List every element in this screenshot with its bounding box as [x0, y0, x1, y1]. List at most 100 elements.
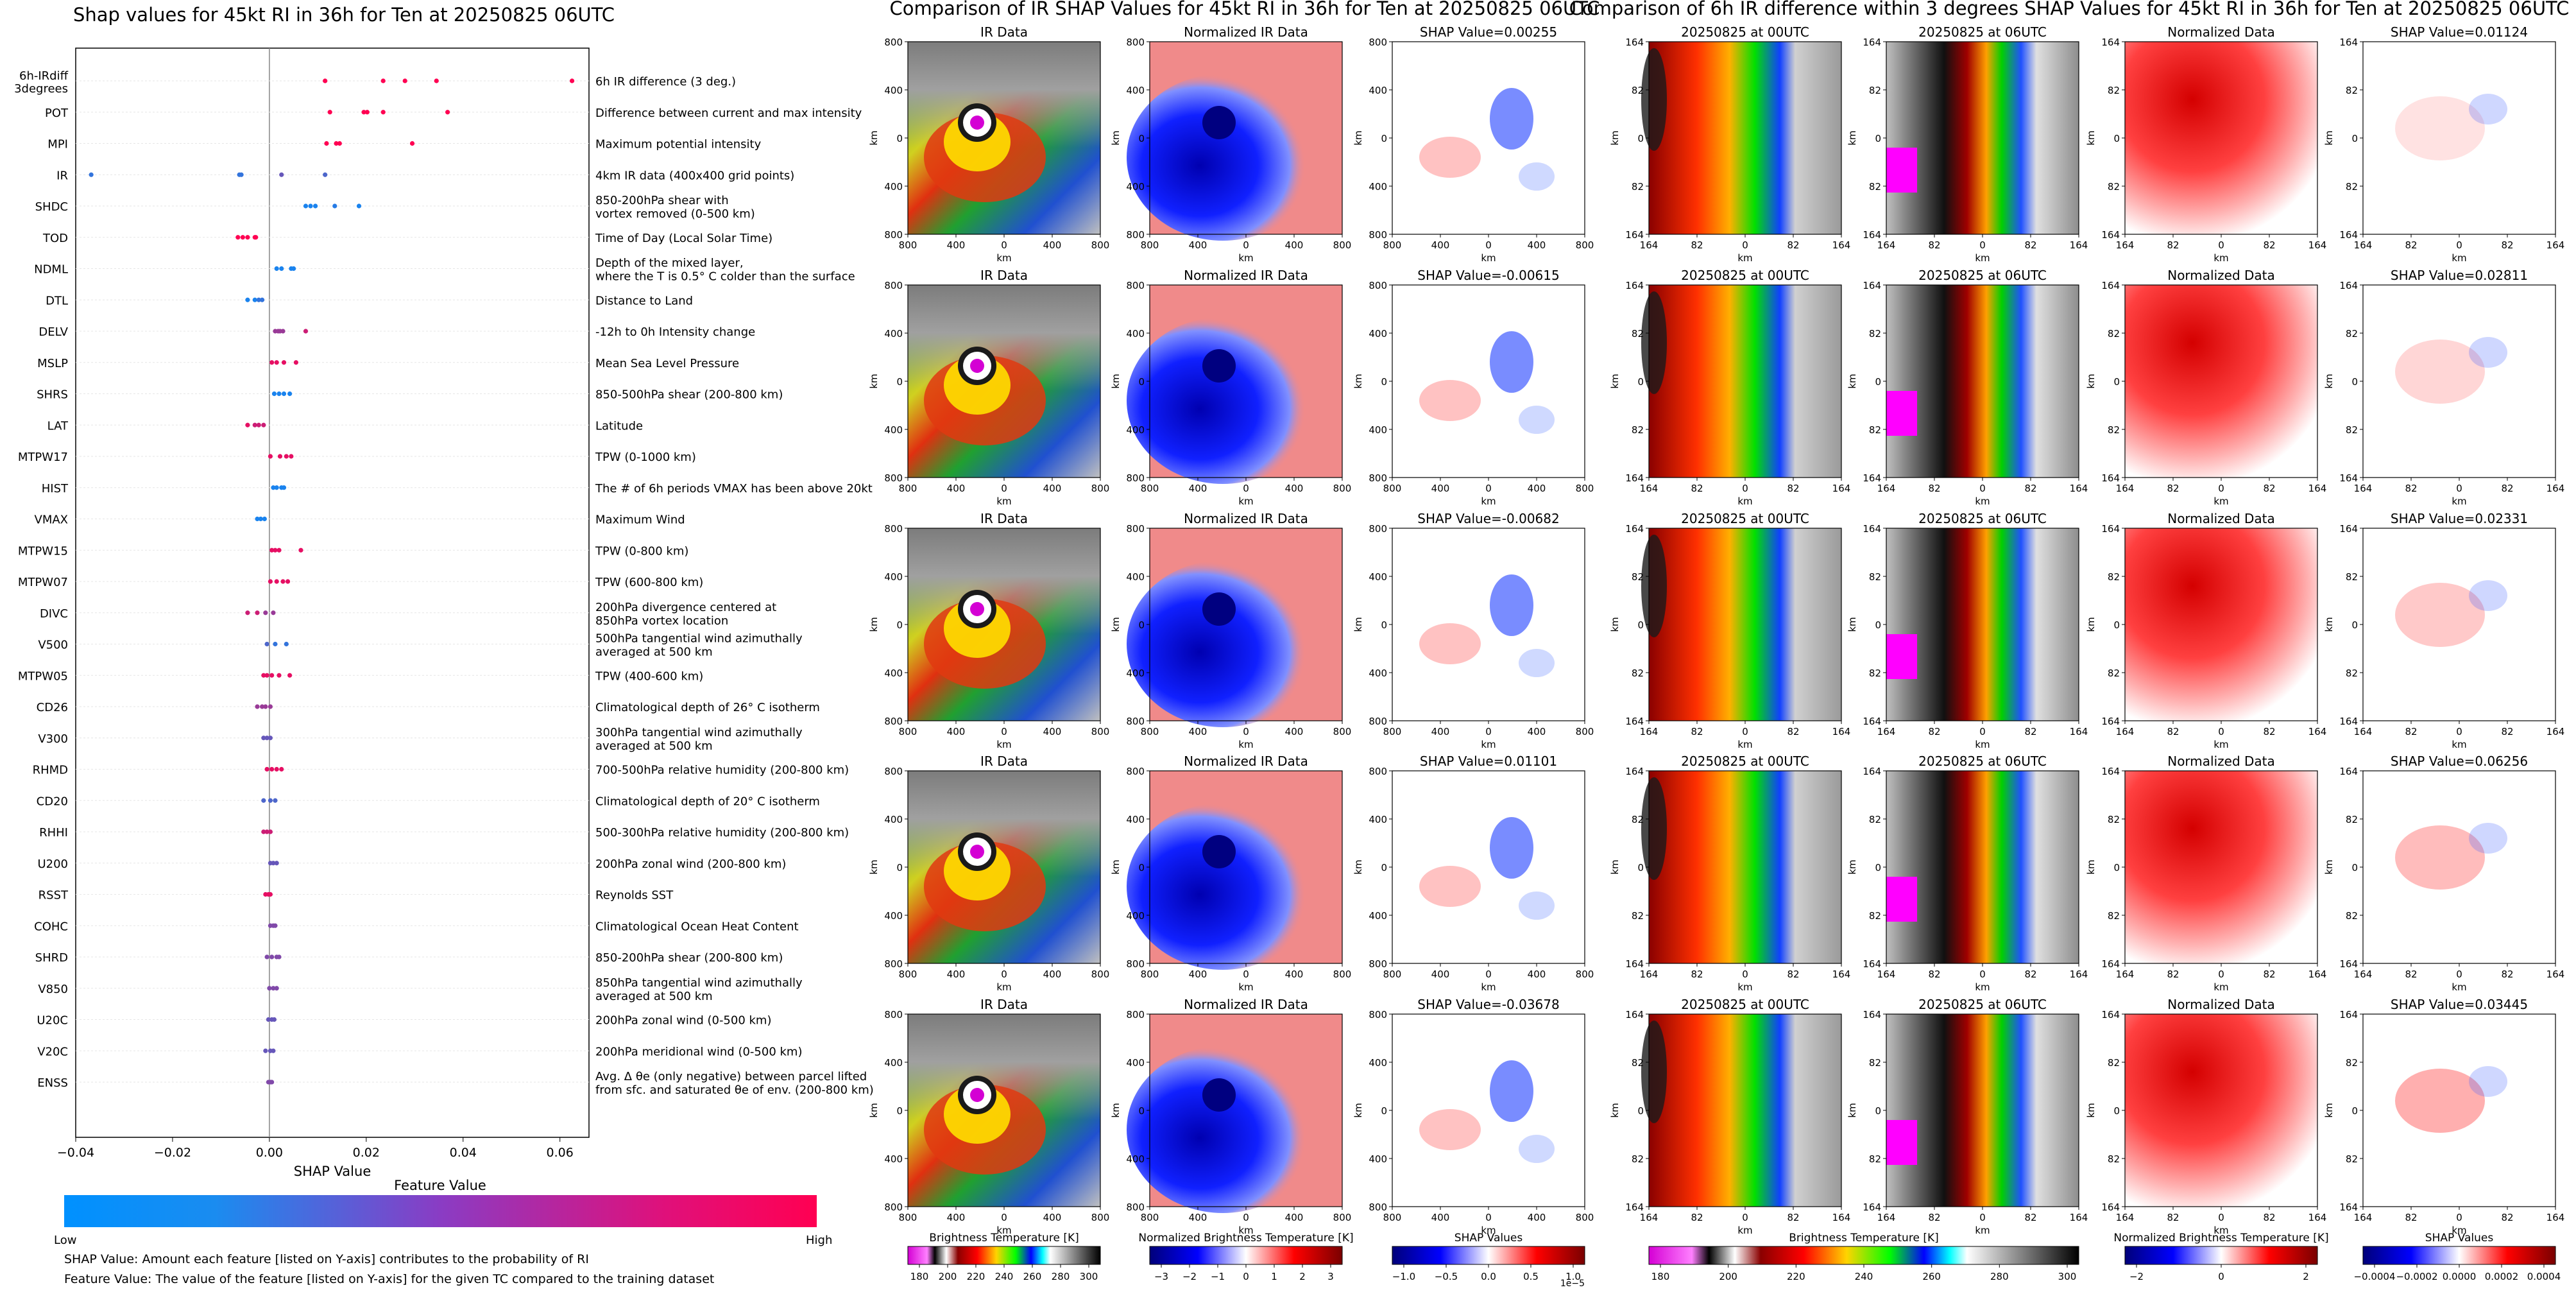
feature-label: 6h-IRdiff [19, 69, 69, 83]
ir-section-title: Comparison of IR SHAP Values for 45kt RI… [889, 0, 1599, 19]
shap-point [268, 454, 273, 459]
y-tick-label: 0 [1381, 133, 1387, 144]
y-tick-label: 0 [1875, 862, 1881, 874]
ir-06utc-image [1886, 285, 2079, 478]
shap-point [281, 360, 287, 365]
y-tick-label: 400 [884, 85, 903, 96]
y-axis-label: km [2323, 130, 2335, 145]
y-tick-label: 164 [1863, 280, 1881, 291]
diff-shap-pos [2395, 96, 2485, 160]
cbar-tick-label: −3 [1154, 1271, 1168, 1282]
shap-value-title: SHAP Value=0.02811 [2391, 268, 2528, 283]
shap-point [274, 986, 279, 991]
x-tick-label: 82 [1691, 483, 1703, 494]
shap-point [271, 861, 276, 866]
x-axis-label: km [2213, 495, 2228, 507]
shap-point [274, 360, 279, 365]
y-tick-label: 164 [1863, 37, 1881, 48]
shap-point [291, 266, 296, 271]
feature-description: 200hPa meridional wind (0-500 km) [595, 1045, 802, 1058]
y-tick-label: 82 [2346, 814, 2358, 825]
x-tick-label: 0 [1001, 969, 1007, 980]
shap-point [281, 391, 287, 397]
shap-point [261, 798, 266, 803]
y-axis-label: km [2085, 130, 2097, 145]
feature-label: NDML [34, 263, 68, 277]
x-tick-label: 0 [2218, 483, 2224, 494]
y-axis-label: km [2085, 859, 2097, 874]
feature-description: Latitude [595, 419, 643, 433]
x-tick-label: 164 [2308, 1212, 2327, 1223]
normalized-temp-colorbar-label: Normalized Brightness Temperature [K] [1138, 1232, 1353, 1245]
feature-description: TPW (600-800 km) [595, 576, 703, 589]
x-axis-label: km [1481, 981, 1496, 993]
shap-neg-blob [1519, 649, 1555, 677]
cbar-tick-label: 0 [1243, 1271, 1249, 1282]
y-tick-label: 400 [884, 1153, 903, 1165]
cbar-tick-label: 220 [1787, 1271, 1805, 1282]
x-tick-label: 82 [2263, 239, 2275, 251]
feature-description: 300hPa tangential wind azimuthally [595, 726, 803, 739]
y-tick-label: 164 [2339, 37, 2358, 48]
shap-neg-blob [1490, 331, 1533, 393]
y-axis-label: km [868, 374, 880, 388]
cbar-tick-label: 260 [1922, 1271, 1941, 1282]
x-tick-label: 0.00 [256, 1146, 283, 1160]
y-tick-label: 800 [1369, 229, 1387, 241]
shap-point [253, 235, 259, 240]
shap-point [271, 1048, 276, 1053]
x-tick-label: 82 [1928, 969, 1940, 980]
y-axis-label: km [1352, 1103, 1364, 1117]
y-axis-label: km [868, 617, 880, 632]
note-shap-value: SHAP Value: Amount each feature [listed … [64, 1252, 589, 1266]
y-tick-label: 164 [2339, 1202, 2358, 1213]
y-tick-label: 82 [1869, 1057, 1881, 1069]
y-tick-label: 164 [2339, 766, 2358, 777]
panel-title: 20250825 at 06UTC [1918, 997, 2047, 1012]
x-tick-label: 400 [947, 726, 966, 737]
y-tick-label: 82 [2108, 328, 2120, 340]
x-tick-label: 164 [2116, 726, 2135, 737]
x-tick-label: 82 [1928, 1212, 1940, 1223]
x-tick-label: 164 [1877, 969, 1896, 980]
feature-label: MTPW05 [18, 669, 68, 683]
y-tick-label: 400 [1126, 85, 1145, 96]
y-tick-label: 164 [2339, 523, 2358, 535]
y-tick-label: 0 [1381, 376, 1387, 388]
x-tick-label: 0 [2456, 1212, 2462, 1223]
ir-00utc-image [1649, 528, 1841, 721]
x-tick-label: 800 [1141, 483, 1159, 494]
x-tick-label: 164 [2546, 1212, 2565, 1223]
x-tick-label: 0 [1979, 483, 1986, 494]
x-tick-label: 800 [1091, 483, 1110, 494]
x-tick-label: 800 [1383, 1212, 1402, 1223]
y-tick-label: 800 [1126, 716, 1145, 727]
x-axis-label: km [996, 981, 1011, 993]
x-axis-label: km [1975, 1225, 1990, 1236]
x-tick-label: 82 [1928, 483, 1940, 494]
shap-point [245, 297, 250, 302]
shap-point [298, 547, 303, 553]
y-tick-label: 0 [1637, 133, 1644, 144]
x-tick-label: 0 [1485, 483, 1492, 494]
feature-label: 3degrees [14, 82, 68, 96]
x-tick-label: 164 [2546, 726, 2565, 737]
diff-shap-neg [2469, 823, 2507, 854]
x-tick-label: 400 [1285, 969, 1304, 980]
shap-map [1392, 285, 1585, 478]
x-tick-label: 400 [1189, 969, 1207, 980]
y-axis-label: km [2323, 617, 2335, 632]
y-tick-label: 400 [1126, 328, 1145, 340]
x-tick-label: 800 [899, 969, 917, 980]
x-tick-label: 82 [2501, 726, 2513, 737]
y-tick-label: 0 [2113, 862, 2120, 874]
shap-point [268, 736, 273, 741]
y-tick-label: 82 [2346, 668, 2358, 679]
beeswarm-plot-frame [75, 47, 590, 1138]
shap-point [271, 391, 277, 397]
x-axis-label: km [996, 1225, 1011, 1236]
norm-ir-cold-cloud [1127, 1046, 1319, 1213]
cbar-tick-label: 0.0000 [2443, 1271, 2477, 1282]
shap-point [332, 203, 337, 209]
